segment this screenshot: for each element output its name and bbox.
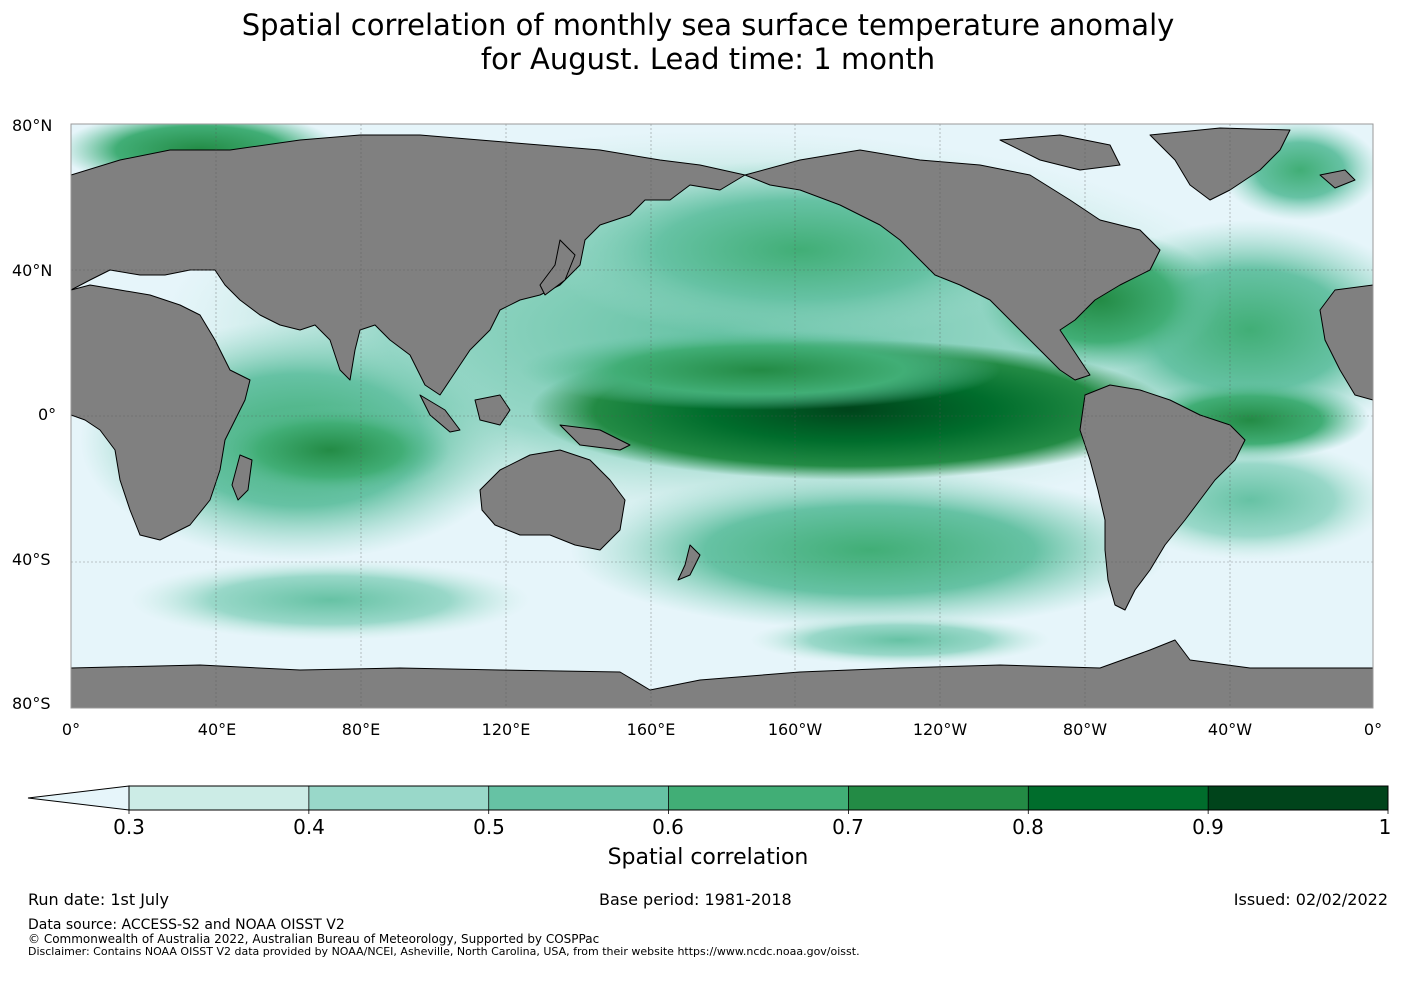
colorbar-cell: [308, 786, 490, 810]
lon-label-0: 0°: [61, 720, 81, 739]
colorbar-tick-label: 1: [1378, 815, 1392, 839]
colorbar-cell: [848, 786, 1029, 810]
landmass-antarctica: [71, 639, 1373, 708]
landmass-madagascar: [231, 454, 253, 501]
lon-label-80w: 80°W: [1062, 720, 1108, 739]
landmass-greenland: [1149, 127, 1291, 201]
colorbar-cell: [1208, 786, 1389, 810]
lon-label-40w: 40°W: [1207, 720, 1253, 739]
lon-label-80e: 80°E: [341, 720, 381, 739]
landmass-iceland: [1319, 169, 1356, 189]
landmass-sumatra: [419, 394, 461, 433]
lon-label-160e: 160°E: [626, 720, 676, 739]
colorbar-tick-label: 0.7: [832, 815, 864, 839]
lon-label-120w: 120°W: [912, 720, 968, 739]
graticule: [71, 124, 1373, 708]
colorbar-tick-label: 0.6: [652, 815, 684, 839]
landmass-new-guinea: [559, 424, 631, 451]
lat-label-40s: 40°S: [12, 550, 51, 569]
colorbar-label: Spatial correlation: [607, 845, 809, 870]
landmass-japan: [539, 239, 576, 296]
colorbar-cell: [1028, 786, 1209, 810]
colorbar-tick-label: 0.4: [293, 815, 325, 839]
colorbar: [27, 785, 1389, 814]
colorbar-tick-label: 0.5: [473, 815, 505, 839]
colorbar-tick-marks: [128, 786, 1389, 814]
lon-label-0-end: 0°: [1363, 720, 1383, 739]
colorbar-under-arrow: [27, 785, 130, 811]
lat-label-80s: 80°S: [12, 694, 51, 713]
colorbar-cell: [488, 786, 670, 810]
landmass-borneo: [474, 394, 511, 426]
landmass-australia: [479, 449, 626, 551]
data-source: Data source: ACCESS-S2 and NOAA OISST V2: [28, 917, 345, 933]
map-frame: [70, 123, 1374, 709]
land-masses: [71, 127, 1373, 708]
landmass-south-america: [1079, 384, 1246, 611]
colorbar-tick-label: 0.8: [1012, 815, 1044, 839]
landmass-western-europe-edge: [1319, 284, 1373, 401]
landmass-north-america: [744, 149, 1161, 381]
colorbar-cell: [668, 786, 849, 810]
landmass-eurasia: [71, 134, 746, 396]
colorbar-tick-label: 0.3: [113, 815, 145, 839]
landmass-new-zealand: [677, 544, 701, 581]
landmass-canadian-archipelago: [999, 134, 1121, 171]
base-period: Base period: 1981-2018: [599, 890, 792, 909]
lat-label-80n: 80°N: [12, 116, 53, 135]
lat-label-40n: 40°N: [12, 261, 53, 280]
run-date: Run date: 1st July: [28, 890, 169, 909]
lon-label-160w: 160°W: [767, 720, 823, 739]
landmass-africa: [71, 284, 251, 541]
lat-label-0: 0°: [38, 405, 57, 424]
lon-label-120e: 120°E: [481, 720, 531, 739]
title-line-2: for August. Lead time: 1 month: [480, 42, 936, 76]
lon-label-40e: 40°E: [197, 720, 237, 739]
map-area: [71, 124, 1373, 708]
copyright-notice: © Commonwealth of Australia 2022, Austra…: [28, 932, 600, 946]
colorbar-tick-label: 0.9: [1192, 815, 1224, 839]
colorbar-cell: [129, 786, 310, 810]
title-line-1: Spatial correlation of monthly sea surfa…: [241, 8, 1175, 42]
colorbar-cells: [129, 786, 1389, 810]
disclaimer: Disclaimer: Contains NOAA OISST V2 data …: [28, 945, 860, 958]
chart-title: Spatial correlation of monthly sea surfa…: [0, 8, 1416, 76]
issued-date: Issued: 02/02/2022: [1233, 890, 1388, 909]
